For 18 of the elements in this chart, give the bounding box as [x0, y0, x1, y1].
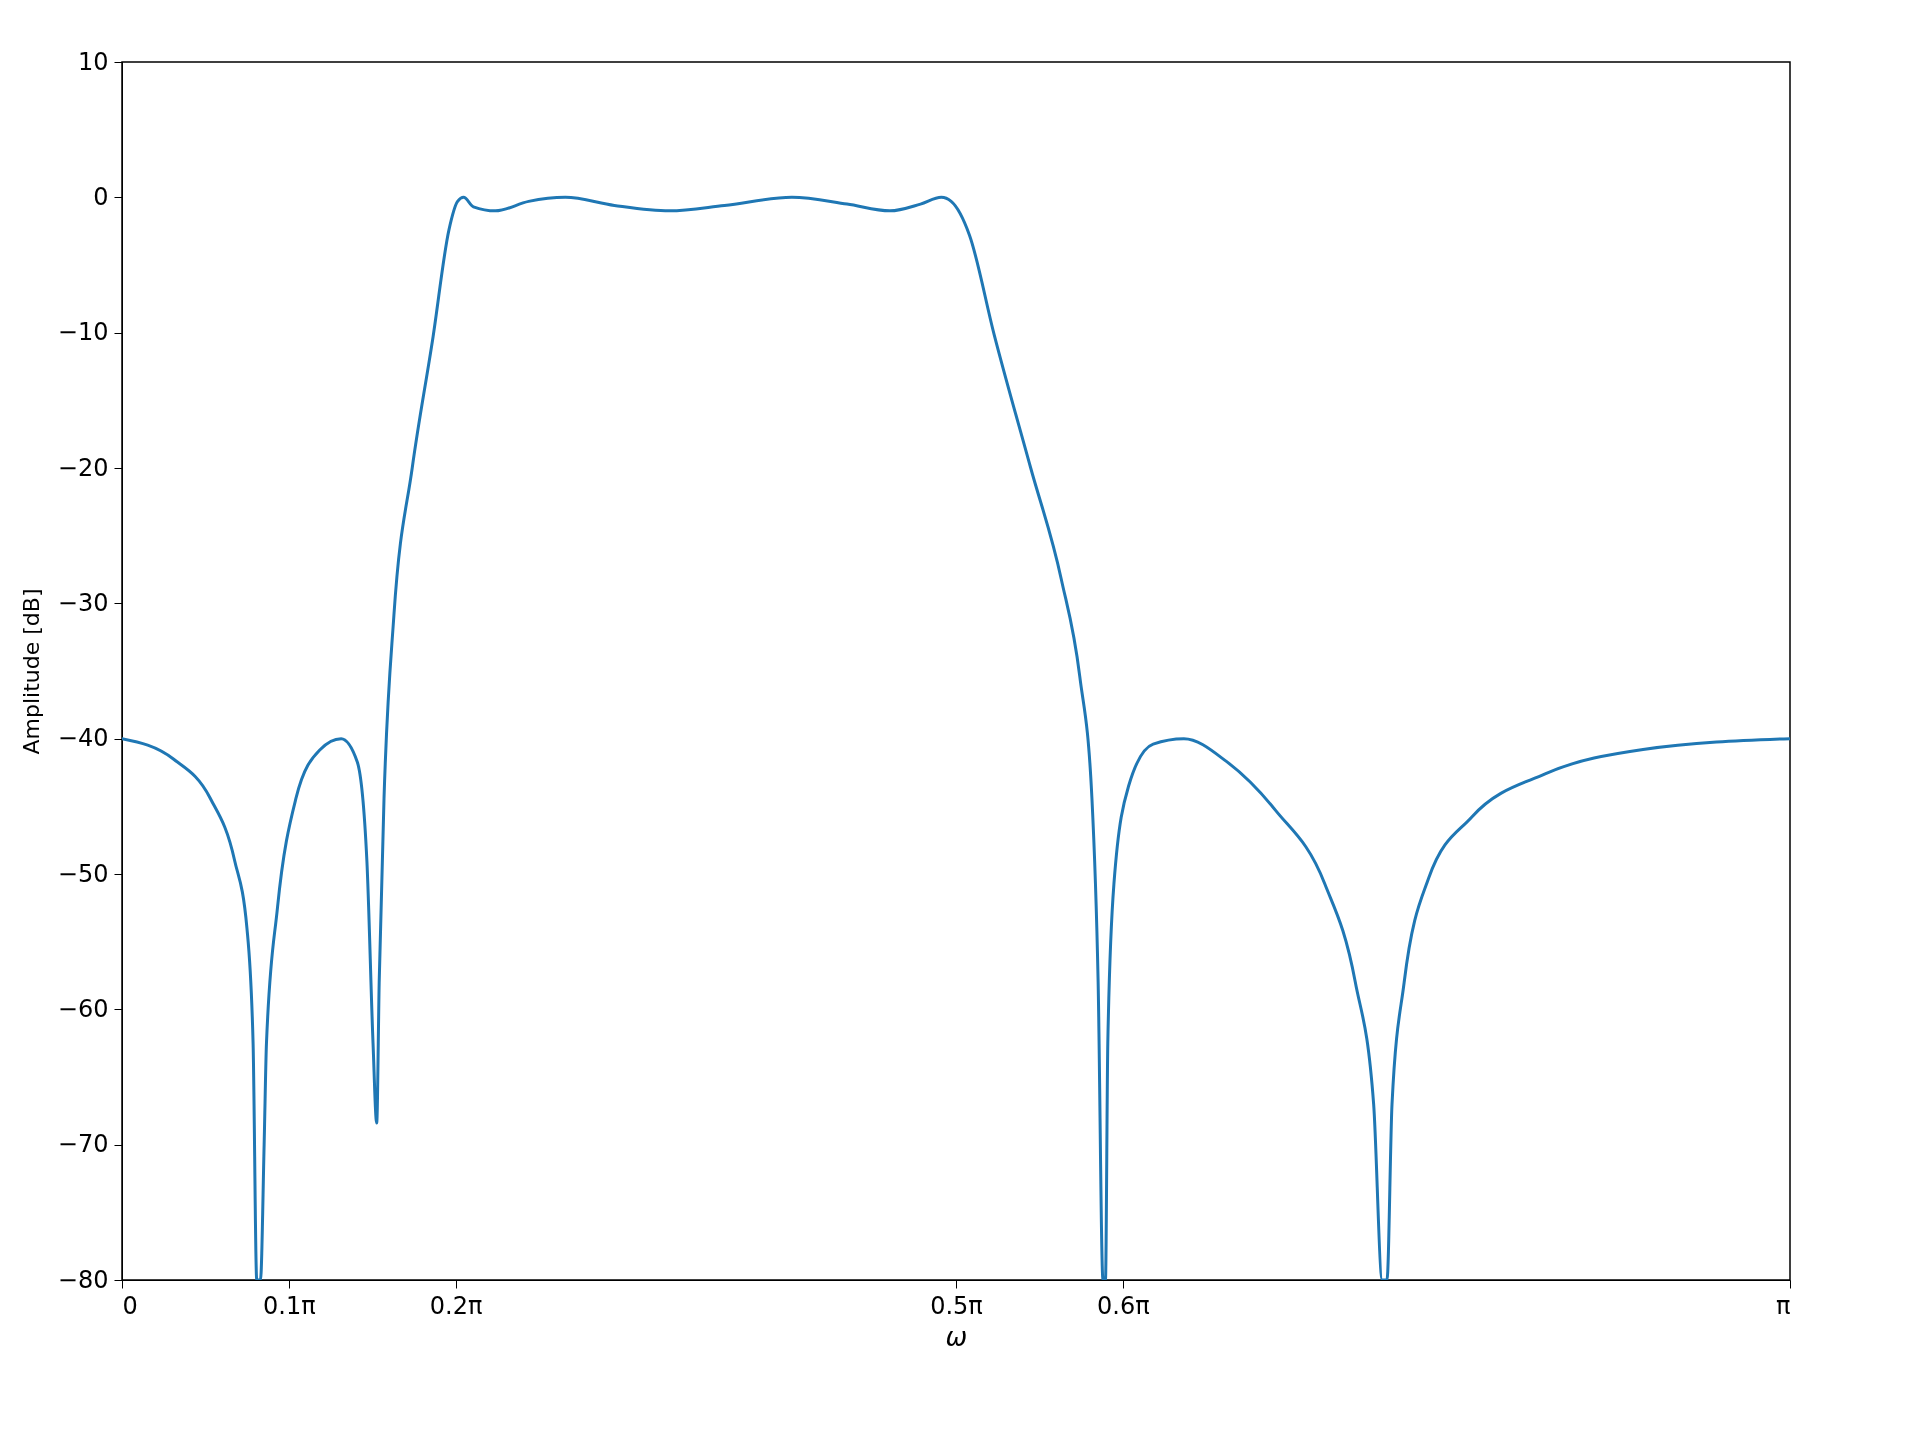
y-tick-label: 10	[77, 47, 109, 76]
y-tick-label: −60	[57, 994, 109, 1023]
y-tick-label: −20	[57, 453, 109, 482]
x-tick-label: 0	[122, 1291, 138, 1320]
x-tick-label: 0.5π	[930, 1291, 983, 1320]
y-tick-label: −30	[57, 588, 109, 617]
y-tick-label: −50	[57, 859, 109, 888]
y-tick-label: −10	[57, 318, 109, 347]
x-tick-label: 0.1π	[262, 1291, 316, 1320]
x-tick-label: 0.6π	[1096, 1291, 1150, 1320]
x-tick-label: 0.2π	[429, 1291, 483, 1320]
y-tick-label: −40	[57, 724, 109, 753]
y-tick-label: −80	[57, 1265, 109, 1294]
x-tick-label: π	[1776, 1291, 1791, 1320]
y-tick-label: 0	[93, 182, 109, 211]
x-axis-title: ω	[945, 1321, 968, 1352]
y-tick-label: −70	[57, 1130, 109, 1159]
y-axis-title: Amplitude [dB]	[18, 588, 44, 755]
